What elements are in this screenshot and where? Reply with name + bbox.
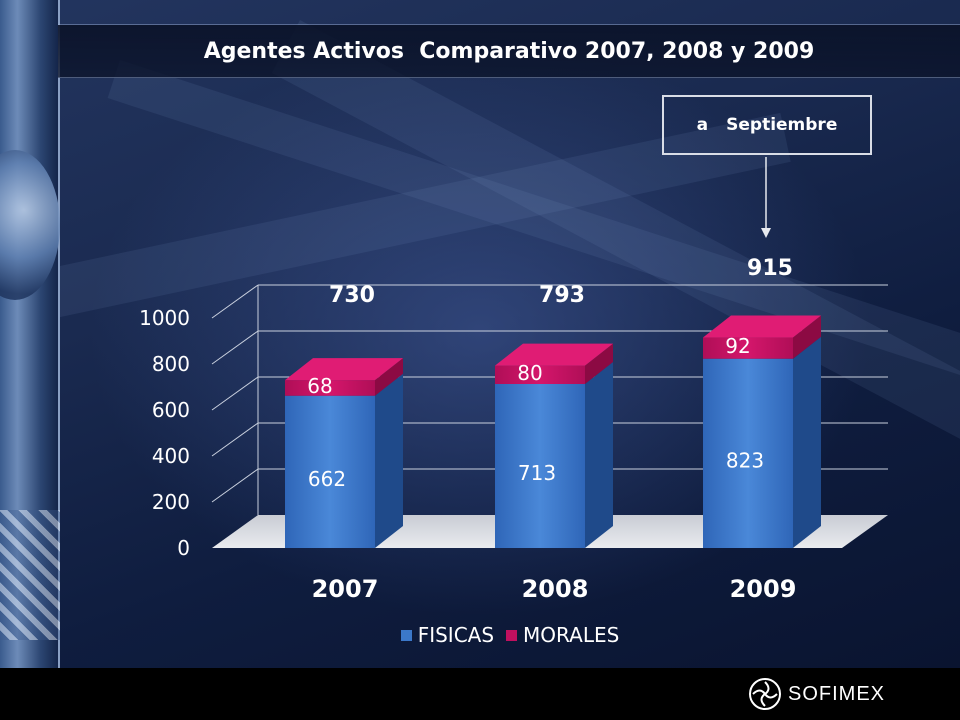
bar-side-fisicas-2009 xyxy=(793,336,821,548)
sofimex-logo: SOFIMEX xyxy=(748,676,885,712)
bar-side-morales-2008 xyxy=(585,343,613,385)
data-label-fisicas-2007: 662 xyxy=(308,467,346,491)
legend-item-fisicas: FISICAS xyxy=(400,623,495,647)
legend-swatch-fisicas xyxy=(400,629,412,641)
total-label-2008: 793 xyxy=(539,283,585,308)
stacked-bar-chart: 0 200 400 600 800 1000 662 68 730 713 80 793 823 92 9… xyxy=(139,157,888,603)
data-label-fisicas-2009: 823 xyxy=(726,448,764,472)
legend-item-morales: MORALES xyxy=(506,623,619,647)
total-label-2009: 915 xyxy=(747,256,793,281)
legend-label-fisicas: FISICAS xyxy=(417,623,495,647)
sofimex-logo-icon xyxy=(749,678,781,710)
gridline-side xyxy=(211,284,259,319)
note-arrow-head-icon xyxy=(761,228,771,238)
gridline-side xyxy=(211,330,259,365)
bar-top-2007 xyxy=(285,358,403,381)
bar-morales-2007 xyxy=(285,380,375,396)
total-label-2007: 730 xyxy=(329,283,375,308)
data-label-morales-2009: 92 xyxy=(725,334,750,358)
note-text: Septiembre xyxy=(726,115,838,135)
chart-legend: FISICAS MORALES xyxy=(0,620,960,650)
legend-swatch-morales xyxy=(506,629,518,641)
bar-top-2009 xyxy=(703,315,821,338)
footer-bar xyxy=(0,668,960,720)
bar-fisicas-2007 xyxy=(285,395,375,548)
top-divider xyxy=(58,24,960,25)
gridline-side xyxy=(211,468,259,503)
left-decorative-band xyxy=(0,0,60,668)
x-tick-label-2009: 2009 xyxy=(730,575,797,603)
y-tick-label: 1000 xyxy=(139,306,190,330)
bar-side-fisicas-2008 xyxy=(585,362,613,548)
y-tick-label: 200 xyxy=(152,490,190,514)
pattern-icon xyxy=(0,510,60,640)
note-prefix: a xyxy=(696,115,709,135)
x-tick-label-2008: 2008 xyxy=(522,575,589,603)
logo-text: SOFIMEX xyxy=(788,682,886,705)
x-tick-label-2007: 2007 xyxy=(312,575,379,603)
bar-side-fisicas-2007 xyxy=(375,373,403,548)
legend-label-morales: MORALES xyxy=(523,623,620,647)
note-box: a Septiembre xyxy=(662,95,872,155)
data-label-morales-2007: 68 xyxy=(307,374,332,398)
title-bar: Agentes Activos Comparativo 2007, 2008 y… xyxy=(58,25,960,78)
y-tick-label: 600 xyxy=(152,398,190,422)
y-tick-label: 400 xyxy=(152,444,190,468)
data-label-morales-2008: 80 xyxy=(517,361,542,385)
bar-fisicas-2009 xyxy=(703,358,793,548)
bar-morales-2009 xyxy=(703,337,793,359)
bar-side-morales-2009 xyxy=(793,315,821,359)
bar-morales-2008 xyxy=(495,365,585,385)
data-label-fisicas-2008: 713 xyxy=(518,461,556,485)
bar-fisicas-2008 xyxy=(495,384,585,548)
bar-top-2008 xyxy=(495,343,613,366)
y-tick-label: 0 xyxy=(177,536,190,560)
y-tick-label: 800 xyxy=(152,352,190,376)
gridline-side xyxy=(211,422,259,457)
gridline-side xyxy=(211,376,259,411)
page-title: Agentes Activos Comparativo 2007, 2008 y… xyxy=(203,39,815,64)
bar-side-morales-2007 xyxy=(375,358,403,396)
